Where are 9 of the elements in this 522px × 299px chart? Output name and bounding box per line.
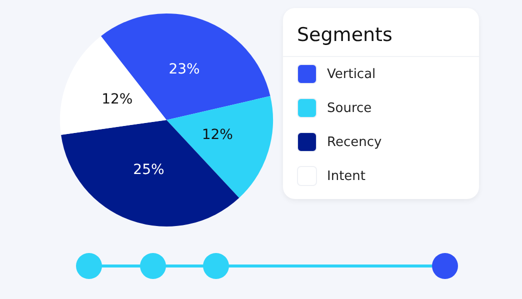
data-label: 12%	[102, 92, 133, 108]
legend-label: Intent	[327, 168, 366, 184]
legend-label: Vertical	[327, 66, 376, 82]
data-label: 25%	[133, 162, 164, 178]
data-label: 12%	[202, 127, 233, 144]
legend-title: Segments	[283, 18, 479, 57]
legend-label: Recency	[327, 134, 382, 150]
data-label: 23%	[168, 61, 200, 78]
legend-label: Source	[327, 100, 372, 116]
